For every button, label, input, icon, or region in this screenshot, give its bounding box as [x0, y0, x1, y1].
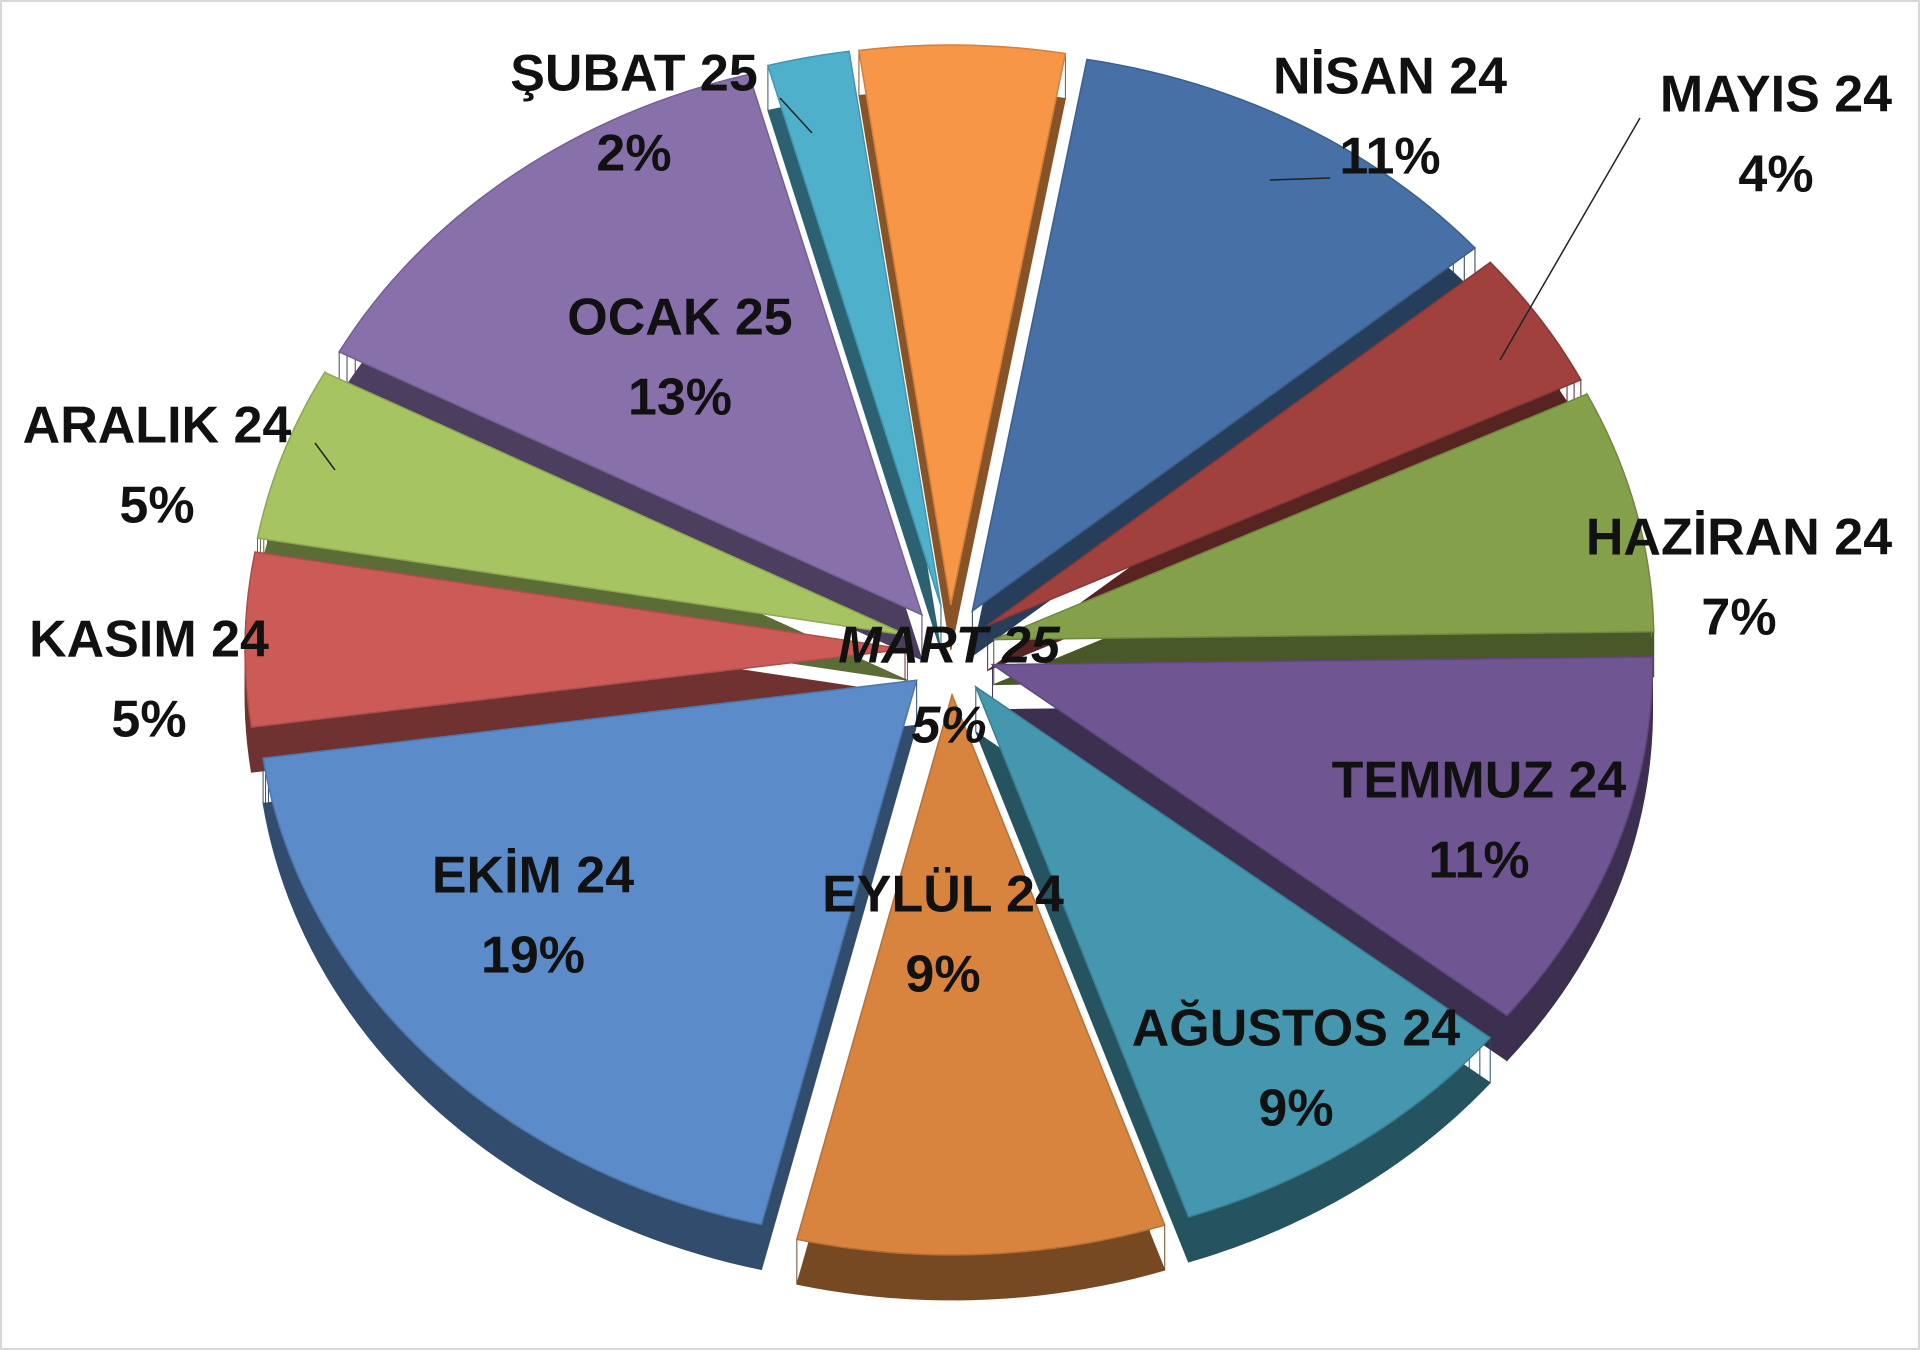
labels: MART 25 5% NİSAN 24 11% MAYIS 24 4% HAZİRAN 24…	[23, 45, 1893, 1138]
value-label: 2%	[596, 125, 671, 183]
leader-line	[779, 97, 813, 134]
leader-line	[1269, 177, 1331, 181]
category-label: ŞUBAT 25	[510, 45, 758, 103]
slice	[256, 371, 908, 637]
category-label: AĞUSTOS 24	[1132, 1000, 1461, 1058]
category-label: MAYIS 24	[1660, 66, 1892, 124]
leader-line	[1499, 117, 1641, 361]
category-label: EYLÜL 24	[822, 866, 1064, 924]
slice	[987, 261, 1582, 627]
category-label: TEMMUZ 24	[1332, 752, 1627, 810]
slice-side	[262, 679, 918, 1271]
pie	[244, 44, 1655, 1301]
category-label: EKİM 24	[432, 847, 634, 905]
value-label: 9%	[905, 946, 980, 1004]
category-label: ARALIK 24	[23, 397, 292, 455]
value-label: 11%	[1339, 128, 1440, 186]
slice	[338, 73, 924, 617]
slice	[990, 656, 1654, 1017]
value-label: 19%	[481, 927, 585, 985]
value-label: 9%	[1258, 1080, 1333, 1138]
category-label: KASIM 24	[29, 611, 269, 669]
slice	[993, 393, 1655, 641]
slice	[795, 692, 1166, 1256]
slice	[971, 58, 1477, 613]
category-label: HAZİRAN 24	[1586, 509, 1892, 567]
value-label: 11%	[1428, 832, 1529, 890]
leader-line	[314, 442, 336, 471]
slice	[858, 44, 1067, 606]
category-label: NİSAN 24	[1273, 48, 1507, 106]
value-label: 5%	[119, 477, 194, 535]
slice	[766, 50, 942, 607]
value-label: 13%	[628, 369, 732, 427]
category-label: MART 25	[838, 617, 1061, 675]
value-label: 7%	[1701, 589, 1776, 647]
value-label: 5%	[111, 691, 186, 749]
slice	[244, 551, 906, 728]
value-label: 4%	[1738, 146, 1813, 204]
category-label: OCAK 25	[567, 289, 792, 347]
slice	[262, 679, 918, 1226]
value-label: 5%	[911, 697, 986, 755]
slice	[974, 684, 1492, 1218]
